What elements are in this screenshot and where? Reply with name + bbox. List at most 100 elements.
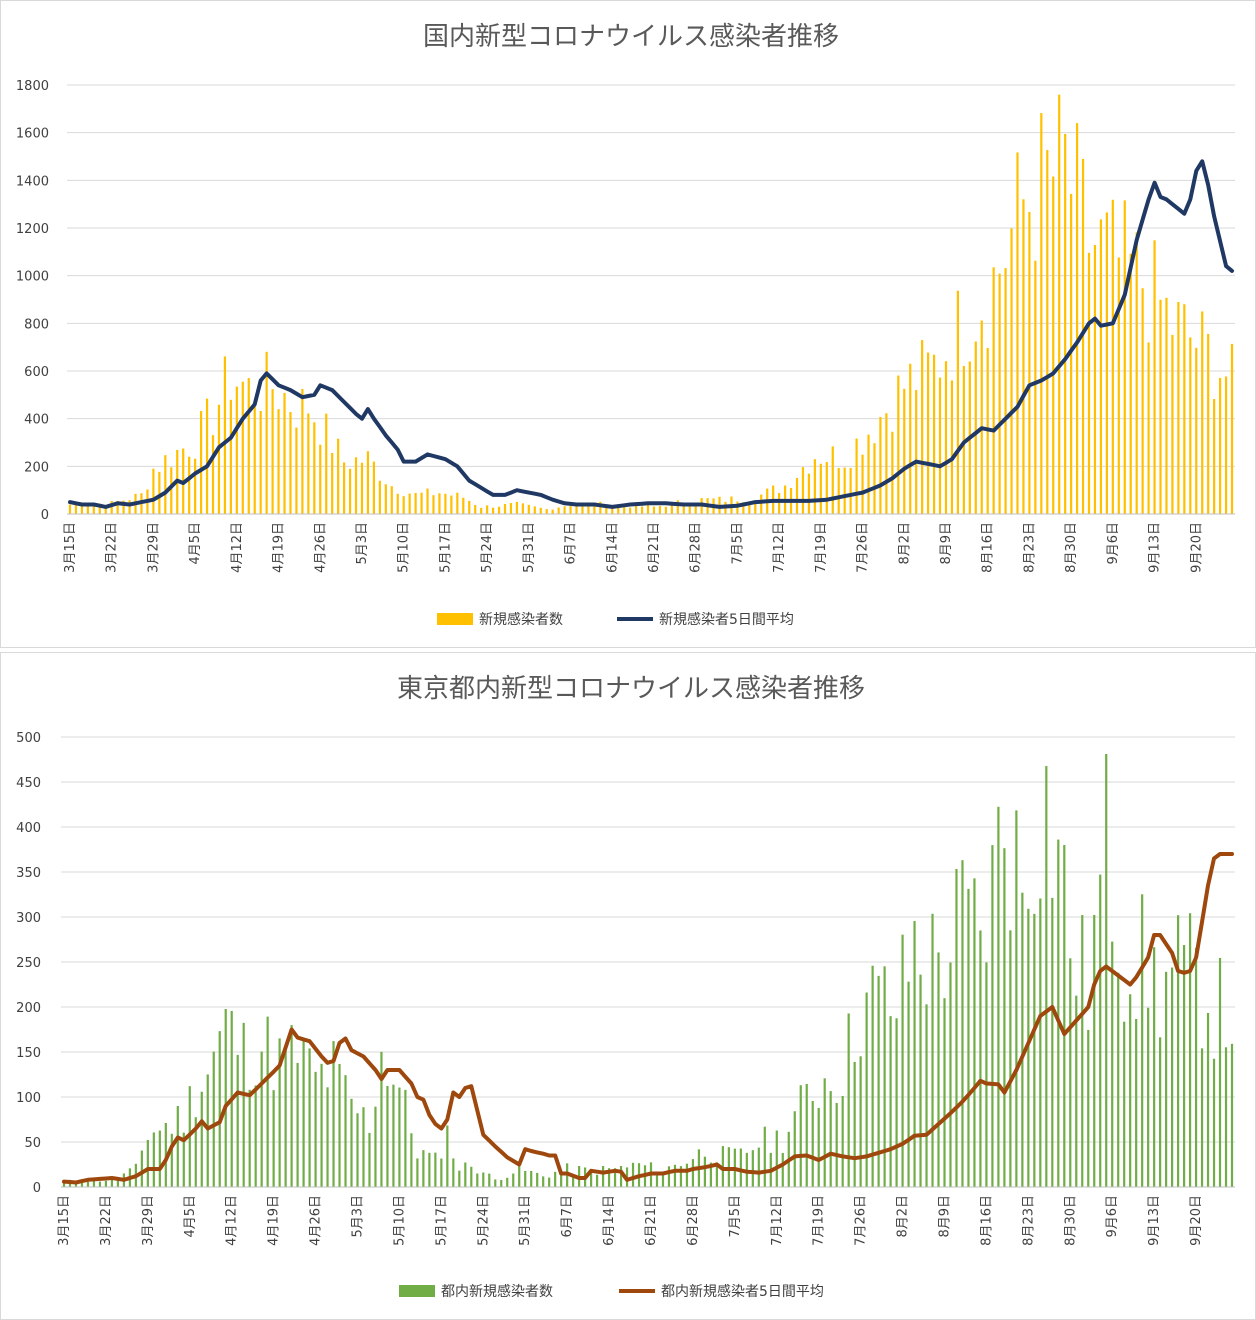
x-tick-label: 9月20日 (1189, 522, 1204, 573)
x-tick-label: 7月5日 (728, 1195, 743, 1238)
bar (1004, 268, 1007, 514)
bar (1010, 228, 1013, 514)
bar (350, 1098, 353, 1187)
bar (1123, 1021, 1126, 1187)
bar (855, 438, 858, 514)
bar (1224, 1047, 1228, 1187)
series-line-average (68, 159, 1234, 509)
x-tick-label: 5月17日 (434, 1195, 449, 1246)
bar (915, 390, 918, 514)
bar (426, 488, 429, 514)
bar (843, 467, 846, 514)
bar (509, 503, 513, 514)
bar (92, 1179, 96, 1187)
bar (110, 500, 113, 514)
bar (853, 1061, 856, 1187)
bar (482, 1172, 485, 1187)
bar (104, 505, 107, 514)
x-tick-label: 8月2日 (897, 522, 912, 565)
bar (420, 492, 423, 514)
bar (241, 381, 244, 514)
national-chart-panel: 国内新型コロナウイルス感染者推移 0 200 400 600 800 1000 1200 14… (0, 0, 1256, 648)
bar (331, 452, 334, 514)
bar (104, 1180, 108, 1187)
bar (1064, 133, 1067, 514)
bar (679, 1166, 683, 1187)
bar (613, 1168, 617, 1187)
x-tick-label: 5月3日 (355, 522, 370, 565)
bar (542, 1176, 545, 1187)
y-tick-label: 200 (24, 460, 49, 475)
bar (116, 500, 119, 514)
bar (301, 388, 304, 514)
bar (909, 363, 912, 514)
bar (140, 1150, 143, 1187)
bar (434, 1152, 437, 1187)
x-tick-label: 5月24日 (480, 522, 495, 573)
x-tick-label: 4月19日 (267, 1195, 282, 1246)
bar (506, 1177, 509, 1187)
bar (1129, 994, 1132, 1187)
bar (569, 505, 572, 514)
bar (980, 320, 983, 514)
bar (919, 974, 922, 1187)
bar (480, 507, 483, 514)
bar (611, 505, 614, 514)
bar (655, 1173, 659, 1187)
bar (86, 505, 89, 514)
bar (985, 962, 988, 1187)
bar (967, 888, 970, 1187)
bar (68, 504, 72, 514)
bar (635, 503, 638, 514)
bar (913, 921, 916, 1187)
x-tick-label: 5月10日 (392, 1195, 407, 1246)
bar (1194, 947, 1198, 1187)
bar (224, 1009, 227, 1187)
bar (676, 500, 679, 514)
x-tick-label: 3月29日 (141, 1195, 156, 1246)
bar (438, 493, 441, 514)
bar (236, 1054, 239, 1187)
bar (354, 457, 358, 514)
bar (605, 507, 608, 514)
bar (587, 502, 590, 514)
bar (1218, 957, 1222, 1187)
bar (283, 392, 286, 514)
bar (488, 1173, 491, 1187)
y-tick-label: 450 (16, 776, 41, 791)
bar (80, 506, 83, 514)
bar (98, 1181, 102, 1187)
x-tick-label: 8月23日 (1021, 1195, 1036, 1246)
bar (86, 1181, 90, 1187)
bar (1135, 1019, 1138, 1187)
bar (92, 504, 95, 514)
bar (1039, 898, 1042, 1187)
bar (326, 1087, 329, 1187)
bar (247, 378, 250, 514)
bar (1087, 1029, 1090, 1187)
x-tick-label: 7月19日 (812, 1195, 827, 1246)
bar (348, 468, 352, 514)
bar (494, 1179, 497, 1187)
bar (344, 1075, 347, 1187)
bar (1016, 152, 1019, 514)
y-tick-label: 1600 (16, 127, 49, 142)
bar (444, 493, 447, 514)
bar (1099, 874, 1102, 1187)
x-tick-label: 7月12日 (772, 522, 787, 573)
bar (742, 502, 745, 514)
bar (938, 377, 942, 514)
bar (1075, 995, 1078, 1187)
bar (1153, 240, 1156, 514)
bar (551, 509, 554, 514)
bar (661, 1172, 665, 1187)
bar (1159, 299, 1162, 514)
bar (865, 992, 868, 1187)
series-line-average (62, 852, 1234, 1185)
y-tick-label: 50 (24, 1136, 41, 1151)
y-tick-label: 1800 (16, 79, 49, 94)
bar (973, 878, 976, 1187)
bar (1021, 892, 1024, 1187)
bar (182, 1132, 185, 1187)
bar (464, 1162, 467, 1187)
